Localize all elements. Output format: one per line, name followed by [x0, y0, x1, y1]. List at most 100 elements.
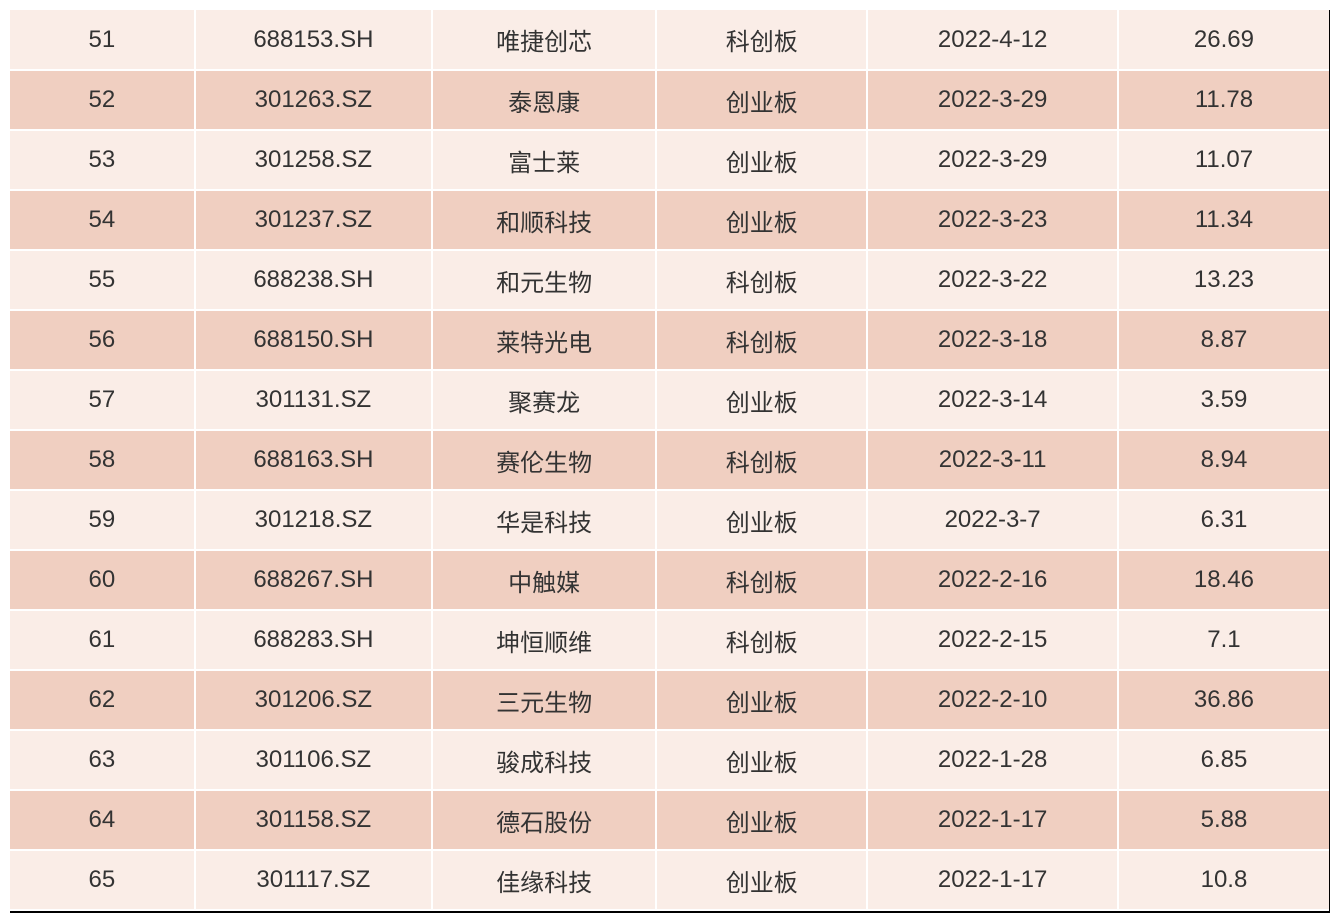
cell-company: 和顺科技: [432, 190, 656, 250]
cell-board: 创业板: [656, 190, 867, 250]
cell-date: 2022-2-15: [867, 610, 1118, 670]
table-body: 51 688153.SH 唯捷创芯 科创板 2022-4-12 26.69 52…: [10, 10, 1329, 910]
cell-company: 三元生物: [432, 670, 656, 730]
table-row: 59 301218.SZ 华是科技 创业板 2022-3-7 6.31: [10, 490, 1329, 550]
cell-board: 创业板: [656, 790, 867, 850]
cell-index: 60: [10, 550, 195, 610]
cell-date: 2022-1-17: [867, 850, 1118, 910]
cell-code: 301117.SZ: [195, 850, 432, 910]
cell-company: 德石股份: [432, 790, 656, 850]
cell-index: 65: [10, 850, 195, 910]
cell-code: 301106.SZ: [195, 730, 432, 790]
cell-code: 301237.SZ: [195, 190, 432, 250]
cell-date: 2022-3-23: [867, 190, 1118, 250]
cell-index: 63: [10, 730, 195, 790]
cell-index: 62: [10, 670, 195, 730]
cell-code: 301158.SZ: [195, 790, 432, 850]
cell-index: 56: [10, 310, 195, 370]
table-row: 60 688267.SH 中触媒 科创板 2022-2-16 18.46: [10, 550, 1329, 610]
cell-date: 2022-3-18: [867, 310, 1118, 370]
table-row: 54 301237.SZ 和顺科技 创业板 2022-3-23 11.34: [10, 190, 1329, 250]
cell-index: 58: [10, 430, 195, 490]
cell-index: 59: [10, 490, 195, 550]
cell-board: 科创板: [656, 310, 867, 370]
cell-index: 61: [10, 610, 195, 670]
cell-value: 10.8: [1118, 850, 1329, 910]
cell-value: 3.59: [1118, 370, 1329, 430]
cell-value: 7.1: [1118, 610, 1329, 670]
cell-board: 创业板: [656, 370, 867, 430]
cell-value: 18.46: [1118, 550, 1329, 610]
cell-code: 688163.SH: [195, 430, 432, 490]
table-row: 55 688238.SH 和元生物 科创板 2022-3-22 13.23: [10, 250, 1329, 310]
cell-board: 创业板: [656, 670, 867, 730]
cell-company: 和元生物: [432, 250, 656, 310]
cell-company: 聚赛龙: [432, 370, 656, 430]
cell-index: 64: [10, 790, 195, 850]
cell-value: 8.94: [1118, 430, 1329, 490]
table-row: 51 688153.SH 唯捷创芯 科创板 2022-4-12 26.69: [10, 10, 1329, 70]
cell-date: 2022-3-7: [867, 490, 1118, 550]
table-row: 65 301117.SZ 佳缘科技 创业板 2022-1-17 10.8: [10, 850, 1329, 910]
cell-value: 11.34: [1118, 190, 1329, 250]
cell-code: 301218.SZ: [195, 490, 432, 550]
cell-date: 2022-3-14: [867, 370, 1118, 430]
table-row: 63 301106.SZ 骏成科技 创业板 2022-1-28 6.85: [10, 730, 1329, 790]
cell-code: 301258.SZ: [195, 130, 432, 190]
cell-code: 301131.SZ: [195, 370, 432, 430]
cell-value: 26.69: [1118, 10, 1329, 70]
cell-date: 2022-3-29: [867, 70, 1118, 130]
table-row: 56 688150.SH 莱特光电 科创板 2022-3-18 8.87: [10, 310, 1329, 370]
cell-index: 55: [10, 250, 195, 310]
cell-board: 创业板: [656, 850, 867, 910]
cell-company: 坤恒顺维: [432, 610, 656, 670]
cell-company: 泰恩康: [432, 70, 656, 130]
cell-index: 53: [10, 130, 195, 190]
cell-company: 莱特光电: [432, 310, 656, 370]
cell-company: 唯捷创芯: [432, 10, 656, 70]
table-row: 52 301263.SZ 泰恩康 创业板 2022-3-29 11.78: [10, 70, 1329, 130]
cell-value: 6.31: [1118, 490, 1329, 550]
cell-board: 创业板: [656, 130, 867, 190]
cell-board: 科创板: [656, 10, 867, 70]
cell-company: 富士莱: [432, 130, 656, 190]
cell-date: 2022-2-16: [867, 550, 1118, 610]
cell-date: 2022-3-22: [867, 250, 1118, 310]
cell-company: 赛伦生物: [432, 430, 656, 490]
stock-table: 51 688153.SH 唯捷创芯 科创板 2022-4-12 26.69 52…: [10, 10, 1329, 911]
cell-index: 57: [10, 370, 195, 430]
cell-index: 54: [10, 190, 195, 250]
cell-value: 8.87: [1118, 310, 1329, 370]
cell-date: 2022-4-12: [867, 10, 1118, 70]
cell-index: 51: [10, 10, 195, 70]
cell-company: 中触媒: [432, 550, 656, 610]
table-row: 53 301258.SZ 富士莱 创业板 2022-3-29 11.07: [10, 130, 1329, 190]
cell-code: 688283.SH: [195, 610, 432, 670]
cell-value: 5.88: [1118, 790, 1329, 850]
cell-board: 创业板: [656, 490, 867, 550]
cell-value: 11.07: [1118, 130, 1329, 190]
table-row: 58 688163.SH 赛伦生物 科创板 2022-3-11 8.94: [10, 430, 1329, 490]
cell-code: 301263.SZ: [195, 70, 432, 130]
cell-date: 2022-3-11: [867, 430, 1118, 490]
cell-code: 301206.SZ: [195, 670, 432, 730]
cell-value: 36.86: [1118, 670, 1329, 730]
stock-table-container: 51 688153.SH 唯捷创芯 科创板 2022-4-12 26.69 52…: [10, 10, 1330, 913]
cell-company: 华是科技: [432, 490, 656, 550]
cell-code: 688153.SH: [195, 10, 432, 70]
table-row: 57 301131.SZ 聚赛龙 创业板 2022-3-14 3.59: [10, 370, 1329, 430]
cell-board: 科创板: [656, 250, 867, 310]
cell-index: 52: [10, 70, 195, 130]
cell-date: 2022-1-17: [867, 790, 1118, 850]
cell-date: 2022-2-10: [867, 670, 1118, 730]
cell-board: 创业板: [656, 730, 867, 790]
cell-code: 688150.SH: [195, 310, 432, 370]
cell-value: 6.85: [1118, 730, 1329, 790]
cell-board: 科创板: [656, 430, 867, 490]
cell-company: 佳缘科技: [432, 850, 656, 910]
cell-date: 2022-1-28: [867, 730, 1118, 790]
cell-board: 科创板: [656, 610, 867, 670]
cell-code: 688267.SH: [195, 550, 432, 610]
table-row: 61 688283.SH 坤恒顺维 科创板 2022-2-15 7.1: [10, 610, 1329, 670]
cell-board: 科创板: [656, 550, 867, 610]
